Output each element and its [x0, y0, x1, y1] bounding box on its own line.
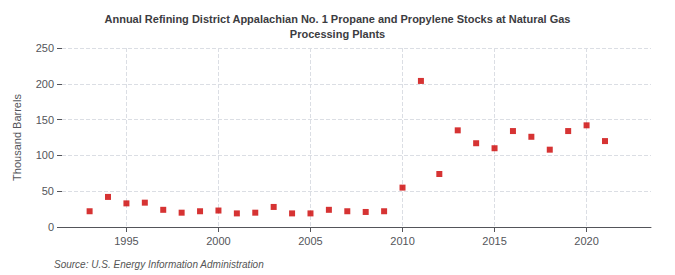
svg-text:Annual Refining District Appal: Annual Refining District Appalachian No.…: [105, 13, 571, 25]
svg-text:200: 200: [36, 78, 54, 90]
svg-text:250: 250: [36, 42, 54, 54]
svg-text:150: 150: [36, 114, 54, 126]
svg-text:50: 50: [42, 185, 54, 197]
svg-text:Thousand Barrels: Thousand Barrels: [11, 94, 23, 181]
svg-text:2005: 2005: [298, 235, 322, 247]
svg-text:2010: 2010: [390, 235, 414, 247]
svg-text:2015: 2015: [482, 235, 506, 247]
svg-text:1995: 1995: [114, 235, 138, 247]
svg-text:Source: U.S. Energy Informatio: Source: U.S. Energy Information Administ…: [54, 259, 264, 270]
svg-text:Processing Plants: Processing Plants: [290, 28, 385, 40]
svg-text:100: 100: [36, 149, 54, 161]
svg-text:2000: 2000: [206, 235, 230, 247]
svg-text:2020: 2020: [574, 235, 598, 247]
svg-text:0: 0: [48, 221, 54, 233]
